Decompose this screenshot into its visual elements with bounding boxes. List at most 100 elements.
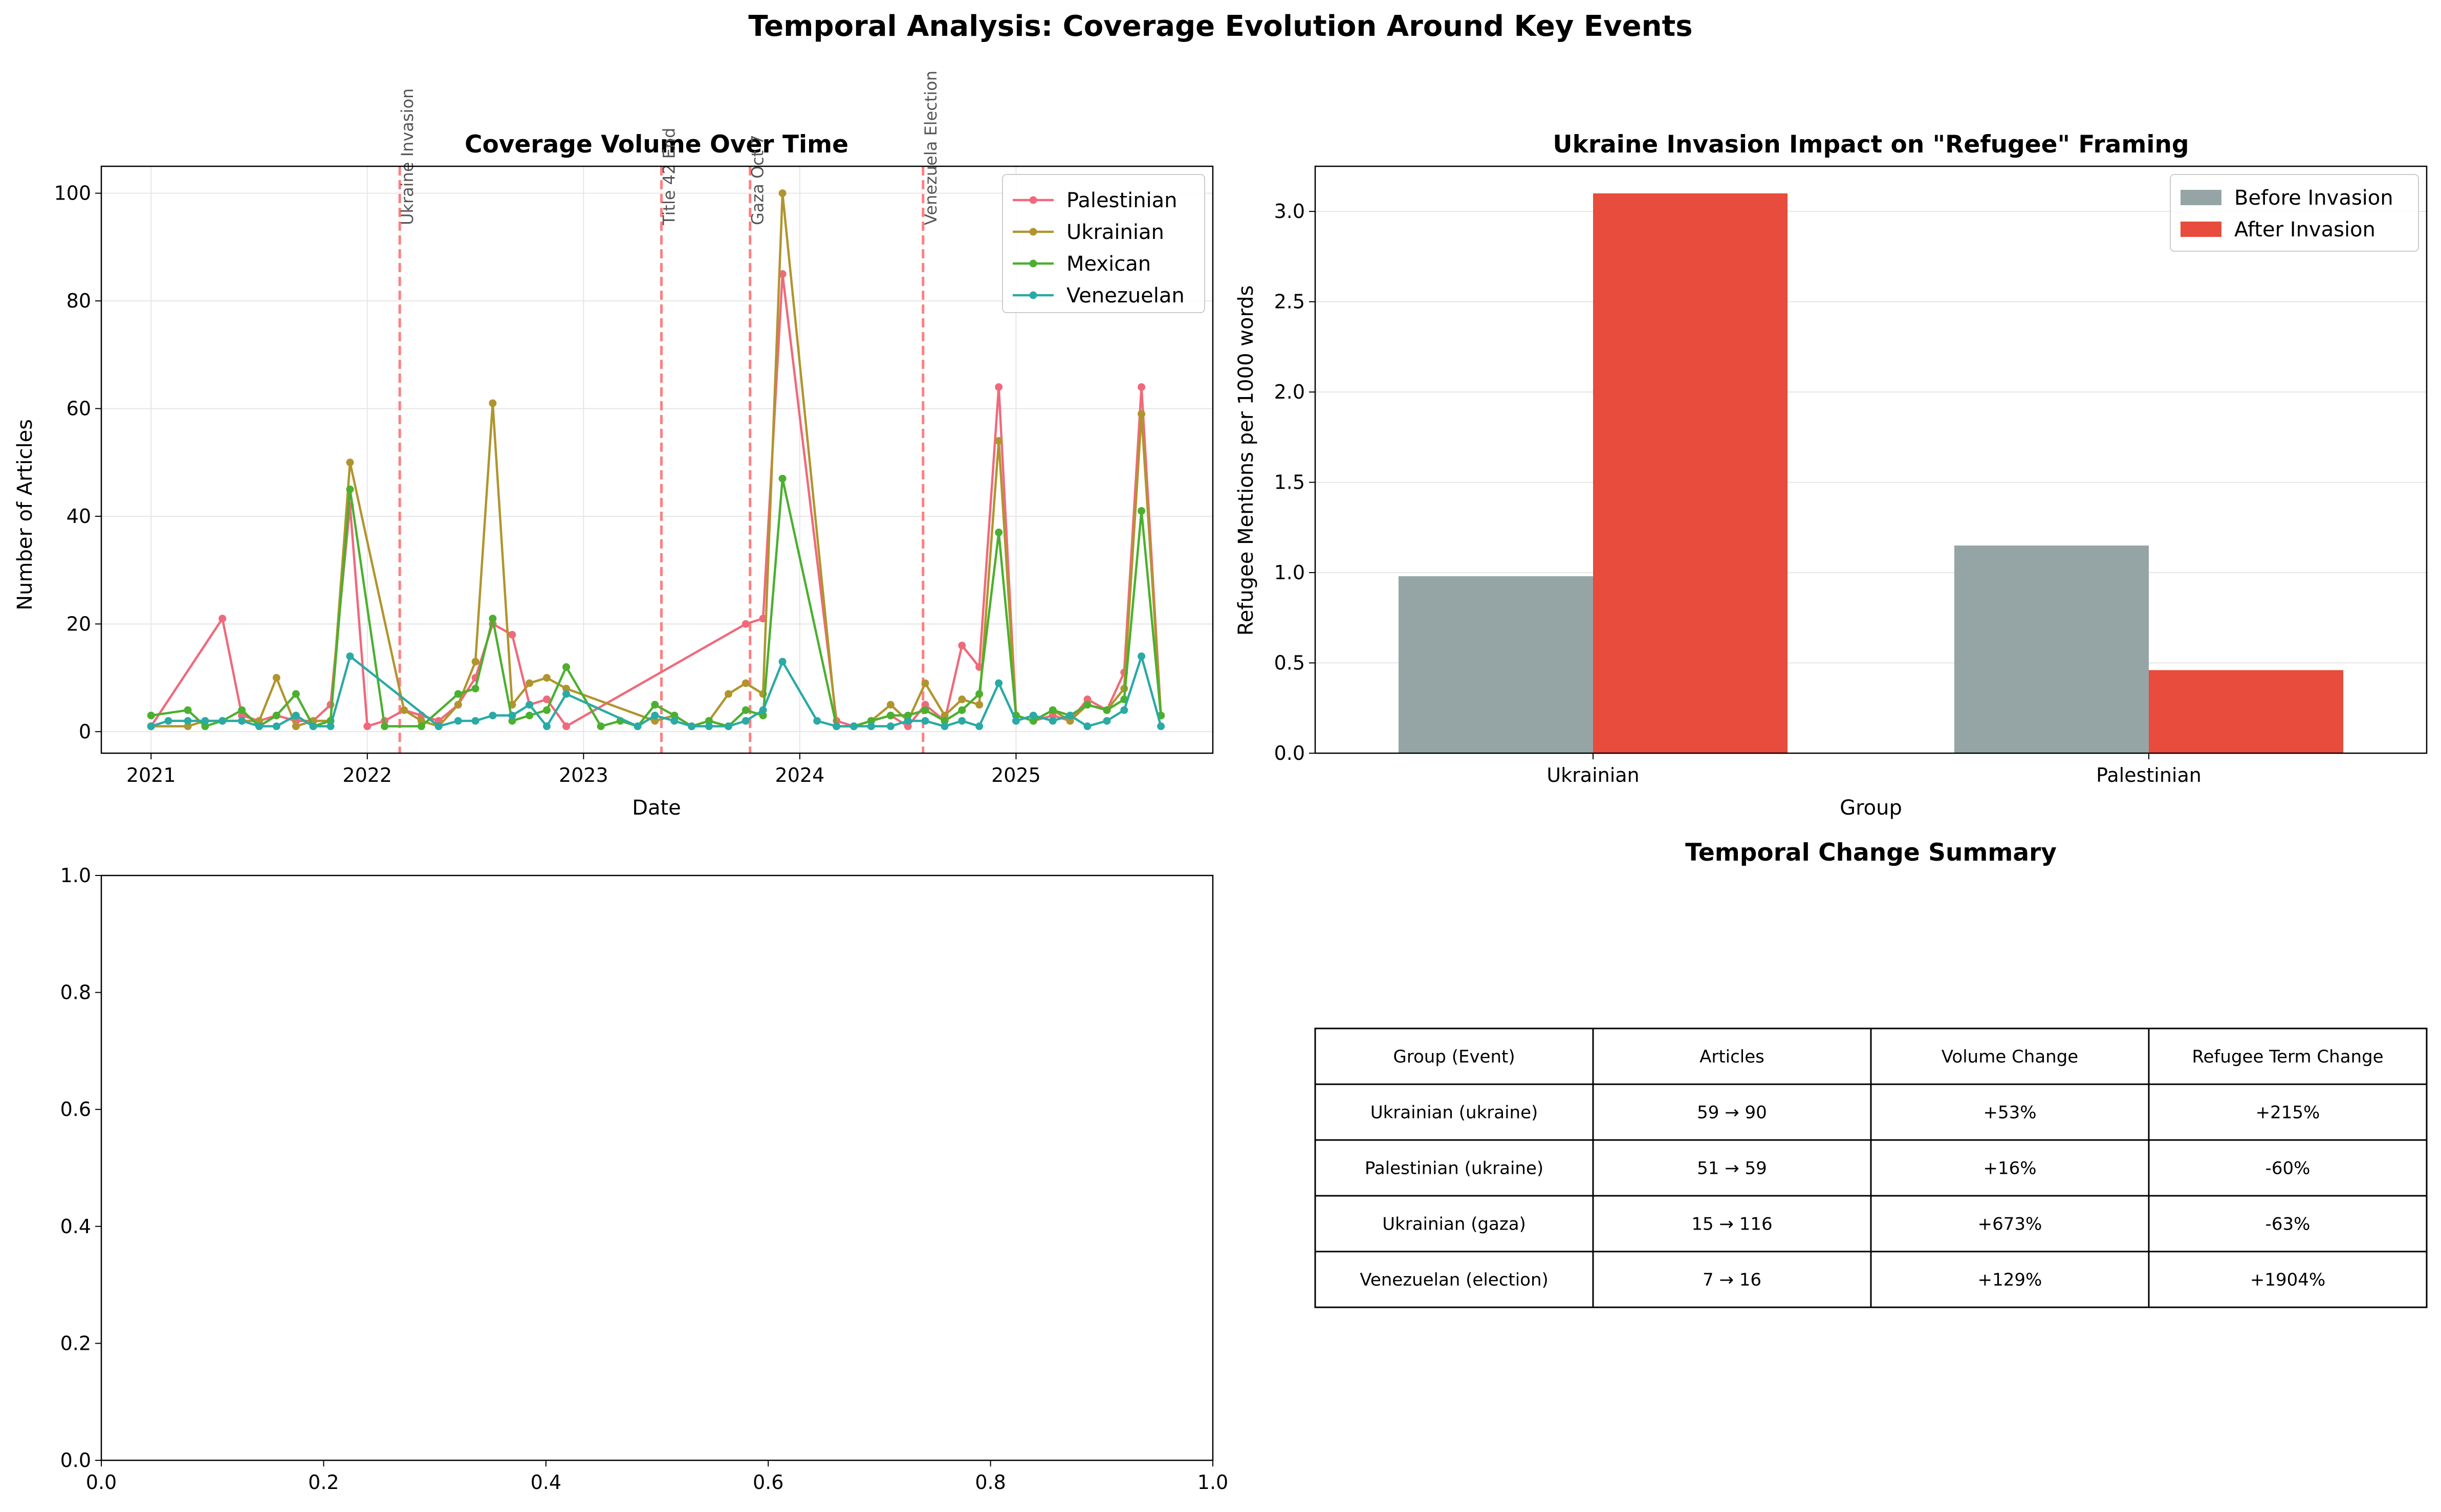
table-cell-text: 51 → 59	[1697, 1158, 1767, 1179]
chart1-ytick-label: 100	[54, 182, 91, 205]
data-point-mexican	[1029, 717, 1037, 725]
chart2-ytick-label: 0.0	[1274, 742, 1305, 764]
chart1-xtick-label: 2025	[991, 764, 1041, 786]
data-point-mexican	[1049, 706, 1057, 714]
table-cell-text: +16%	[1983, 1158, 2036, 1179]
chart3-frame	[100, 874, 1214, 1461]
data-point-venezuelan	[1066, 711, 1074, 719]
bar-before-invasion	[1954, 545, 2149, 753]
chart3-ytick-label: 0.0	[60, 1449, 91, 1472]
data-point-venezuelan	[995, 679, 1003, 687]
data-point-venezuelan	[1029, 711, 1037, 719]
data-point-ukrainian	[526, 679, 534, 687]
table-cell	[1592, 1195, 1872, 1253]
data-point-palestinian	[1138, 383, 1146, 391]
table-cell	[1314, 1251, 1594, 1308]
legend-label: After Invasion	[2234, 218, 2375, 242]
legend-box	[1002, 174, 1205, 313]
data-point-ukrainian	[292, 722, 300, 730]
data-point-venezuelan	[867, 722, 875, 730]
chart1-legend: Palestinian Ukrainian Mexican Venezuelan	[1002, 174, 1205, 313]
data-point-mexican	[651, 700, 659, 709]
data-point-mexican	[292, 690, 300, 698]
chart1-xtick-label: 2021	[126, 764, 176, 786]
chart3-ytick-label: 0.2	[60, 1332, 91, 1354]
chart1-ytick-label: 60	[67, 398, 91, 420]
data-point-venezuelan	[326, 722, 335, 730]
table-cell-text: Venezuelan (election)	[1360, 1270, 1549, 1290]
table-cell-text: +673%	[1978, 1214, 2042, 1235]
data-point-venezuelan	[508, 711, 516, 719]
data-point-venezuelan	[147, 722, 155, 730]
data-point-palestinian	[219, 615, 227, 623]
chart1-frame	[100, 165, 1214, 754]
data-point-palestinian	[904, 722, 912, 730]
data-point-ukrainian	[958, 695, 966, 704]
data-point-ukrainian	[400, 706, 408, 714]
data-point-mexican	[184, 706, 192, 714]
chart2-title: Ukraine Invasion Impact on "Refugee" Fra…	[1553, 130, 2189, 159]
table-cell-text: Ukrainian (gaza)	[1382, 1214, 1526, 1235]
chart1-xtick-label: 2024	[775, 764, 825, 786]
chart3-ytick-label: 0.6	[60, 1098, 91, 1121]
data-point-venezuelan	[1012, 717, 1020, 725]
chart2-ytick-label: 0.5	[1274, 652, 1305, 674]
legend-label: Venezuelan	[1066, 284, 1185, 308]
chart1-title: Coverage Volume Over Time	[465, 130, 848, 159]
data-point-venezuelan	[219, 717, 227, 725]
legend-marker	[1029, 196, 1037, 204]
data-point-mexican	[201, 722, 209, 730]
chart2-ytick-label: 2.5	[1274, 291, 1305, 313]
data-point-venezuelan	[850, 722, 858, 730]
data-point-venezuelan	[542, 722, 551, 730]
data-point-ukrainian	[417, 717, 425, 725]
data-point-mexican	[670, 711, 679, 719]
data-point-mexican	[471, 685, 480, 693]
data-point-venezuelan	[255, 722, 263, 730]
chart3-ytick-label: 0.8	[60, 981, 91, 1004]
data-point-ukrainian	[651, 717, 659, 725]
data-point-ukrainian	[921, 679, 929, 687]
data-point-mexican	[975, 690, 984, 698]
data-point-venezuelan	[1138, 652, 1146, 661]
bar-before-invasion	[1398, 576, 1593, 753]
chart2-ytick-label: 1.5	[1274, 471, 1305, 494]
data-point-venezuelan	[975, 722, 984, 730]
data-point-ukrainian	[471, 658, 480, 666]
data-point-venezuelan	[688, 722, 696, 730]
table-cell	[1314, 1083, 1594, 1141]
chart3-xtick-label: 0.0	[86, 1471, 117, 1494]
data-point-palestinian	[995, 383, 1003, 391]
table-cell-text: 59 → 90	[1697, 1103, 1767, 1123]
data-point-mexican	[759, 711, 767, 719]
data-point-venezuelan	[562, 690, 571, 698]
chart1-xlabel: Date	[632, 796, 681, 820]
data-point-venezuelan	[1083, 722, 1092, 730]
data-point-palestinian	[562, 722, 571, 730]
data-point-ukrainian	[724, 690, 732, 698]
data-point-ukrainian	[346, 458, 354, 467]
data-point-venezuelan	[1103, 717, 1111, 725]
refugee-framing-chart: Ukraine Invasion Impact on "Refugee" Fra…	[1234, 130, 2428, 820]
chart2-frame	[1314, 165, 2428, 754]
data-point-mexican	[508, 717, 516, 725]
data-point-venezuelan	[238, 717, 246, 725]
event-label: Gaza Oct 7	[748, 135, 768, 225]
data-point-mexican	[272, 711, 280, 719]
data-point-palestinian	[508, 630, 516, 639]
table-cell	[1592, 1251, 1872, 1308]
table-cell	[1870, 1139, 2150, 1197]
event-label: Ukraine Invasion	[398, 89, 417, 225]
data-point-ukrainian	[454, 700, 462, 709]
chart2-ylabel: Refugee Mentions per 1000 words	[1234, 286, 1258, 636]
table-header-text: Articles	[1699, 1047, 1764, 1067]
data-point-mexican	[867, 717, 875, 725]
data-point-venezuelan	[1120, 706, 1128, 714]
event-label: Title 42 End	[659, 128, 679, 226]
chart1-xtick-label: 2022	[342, 764, 392, 786]
data-point-mexican	[958, 706, 966, 714]
data-point-venezuelan	[201, 717, 209, 725]
table-cell	[1592, 1083, 1872, 1141]
chart2-ytick-label: 3.0	[1274, 200, 1305, 223]
table-header-text: Group (Event)	[1393, 1047, 1515, 1067]
